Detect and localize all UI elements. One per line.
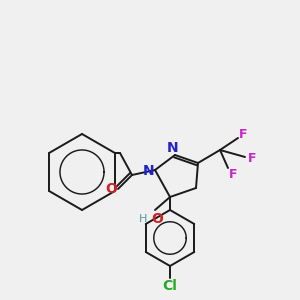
Text: F: F xyxy=(229,169,237,182)
Text: H: H xyxy=(139,214,147,224)
Text: F: F xyxy=(239,128,247,142)
Text: O: O xyxy=(105,182,117,196)
Text: O: O xyxy=(151,212,163,226)
Text: F: F xyxy=(248,152,256,164)
Text: Cl: Cl xyxy=(163,279,177,293)
Text: N: N xyxy=(167,141,179,155)
Text: N: N xyxy=(143,164,155,178)
